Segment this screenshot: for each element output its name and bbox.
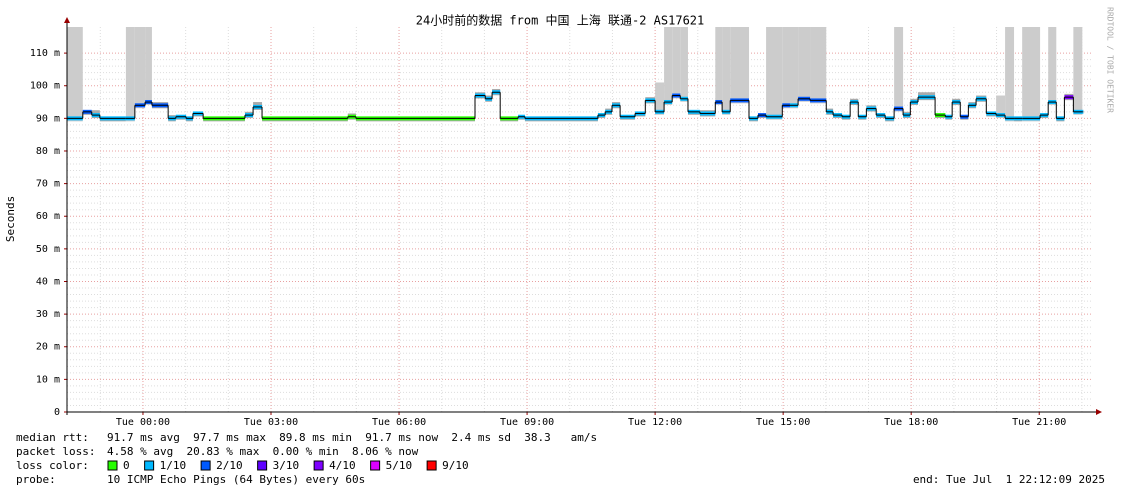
legend-label: 2/10	[216, 459, 243, 472]
legend-label: 1/10	[160, 459, 187, 472]
y-tick-label: 30 m	[36, 309, 60, 320]
smoke	[722, 27, 731, 115]
axis-arrow	[64, 17, 70, 23]
smoke	[655, 82, 665, 115]
smoke	[672, 27, 681, 99]
smoke	[798, 27, 811, 102]
y-tick-label: 60 m	[36, 211, 60, 222]
x-tick-label: Tue 09:00	[500, 417, 554, 428]
x-tick-label: Tue 12:00	[628, 417, 682, 428]
legend-label: 4/10	[329, 459, 356, 472]
legend-label: 0	[123, 459, 130, 472]
probe-text: 10 ICMP Echo Pings (64 Bytes) every 60s	[107, 473, 365, 486]
legend-label: 3/10	[273, 459, 300, 472]
smoke	[145, 27, 152, 106]
smoke	[782, 27, 790, 109]
smoke	[1005, 27, 1015, 122]
smoke	[134, 27, 146, 109]
y-tick-label: 100 m	[30, 81, 60, 92]
end-time: end: Tue Jul 1 22:12:09 2025	[913, 473, 1105, 486]
legend-label: 9/10	[442, 459, 469, 472]
y-tick-label: 80 m	[36, 146, 60, 157]
watermark: RRDTOOL / TOBI OETIKER	[1106, 7, 1115, 113]
smoke	[680, 27, 688, 102]
y-tick-label: 110 m	[30, 48, 60, 59]
y-tick-label: 70 m	[36, 179, 60, 190]
probe-label: probe:	[16, 473, 56, 486]
smoke	[1073, 27, 1083, 115]
smoke	[789, 27, 799, 109]
smoke	[715, 27, 723, 106]
smoke	[1048, 27, 1057, 106]
x-tick-label: Tue 18:00	[884, 417, 938, 428]
smoke	[67, 27, 83, 122]
smoke	[730, 27, 750, 104]
stat-label: median rtt:	[16, 431, 89, 444]
chart-title: 24小时前的数据 from 中国 上海 联通-2 AS17621	[416, 13, 705, 28]
smoke	[1022, 27, 1041, 122]
legend-swatch	[257, 460, 268, 471]
x-tick-label: Tue 03:00	[244, 417, 298, 428]
x-tick-label: Tue 21:00	[1012, 417, 1066, 428]
y-tick-label: 10 m	[36, 374, 60, 385]
stat-value: 91.7 ms avg 97.7 ms max 89.8 ms min 91.7…	[107, 431, 597, 444]
x-tick-label: Tue 00:00	[116, 417, 170, 428]
legend-swatch	[200, 460, 211, 471]
smoke	[810, 27, 827, 104]
smoke	[664, 27, 673, 106]
legend-swatch	[426, 460, 437, 471]
y-tick-label: 0	[54, 407, 60, 418]
legend-label: 5/10	[386, 459, 413, 472]
axis-arrow	[1096, 409, 1102, 415]
y-axis-label: Seconds	[4, 196, 17, 242]
y-tick-label: 90 m	[36, 113, 60, 124]
smoke	[996, 95, 1006, 119]
legend-swatch	[107, 460, 118, 471]
y-tick-label: 40 m	[36, 276, 60, 287]
stat-label: packet loss:	[16, 445, 95, 458]
legend-swatch	[370, 460, 381, 471]
legend-swatch	[144, 460, 155, 471]
y-tick-label: 50 m	[36, 244, 60, 255]
legend-label: loss color:	[16, 459, 89, 472]
x-tick-label: Tue 06:00	[372, 417, 426, 428]
smoke	[894, 27, 904, 112]
legend-swatch	[313, 460, 324, 471]
x-tick-label: Tue 15:00	[756, 417, 810, 428]
smoke	[766, 27, 783, 120]
smoke	[125, 27, 135, 122]
stat-value: 4.58 % avg 20.83 % max 0.00 % min 8.06 %…	[107, 445, 419, 458]
y-tick-label: 20 m	[36, 342, 60, 353]
